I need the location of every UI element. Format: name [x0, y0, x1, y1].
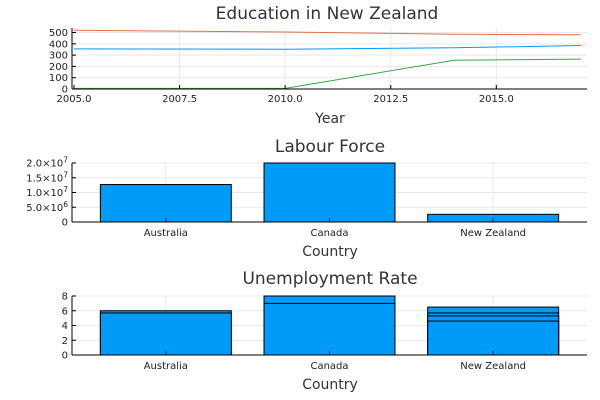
- y-tick-label: 1.0×107: [26, 185, 68, 199]
- labour-force-chart-title: Labour Force: [275, 137, 385, 157]
- y-tick-label: 8: [62, 292, 68, 303]
- y-tick-label: 6: [62, 306, 68, 317]
- y-tick-label: 0: [62, 351, 68, 362]
- x-tick-label: 2005.0: [57, 94, 92, 105]
- x-tick-label: Australia: [144, 228, 188, 239]
- y-tick-label: 5.0×106: [26, 200, 68, 214]
- labour-force-axes: [71, 162, 587, 223]
- education-chart: Education in New Zealand 2005.0 2007.5 201…: [49, 4, 587, 127]
- y-tick-label: 2: [62, 336, 68, 347]
- unemployment-y-tick-labels: 0 2 4 6 8: [62, 292, 68, 362]
- unemployment-chart: Unemployment Rate Australia Canada New Zea…: [62, 269, 587, 393]
- education-chart-title: Education in New Zealand: [216, 4, 439, 24]
- labour-force-x-axis-label: Country: [302, 244, 358, 260]
- series-line-2: [73, 45, 581, 50]
- x-tick-label: New Zealand: [460, 228, 526, 239]
- y-tick-label: 1.5×107: [26, 170, 68, 184]
- education-x-tick-labels: 2005.0 2007.5 2010.0 2012.5 2015.0: [57, 94, 514, 105]
- bar-australia: [99, 184, 232, 223]
- series-line-1: [73, 29, 581, 36]
- unemployment-x-tick-labels: Australia Canada New Zealand: [144, 361, 526, 372]
- x-tick-label: 2010.0: [268, 94, 303, 105]
- y-tick-label: 0: [62, 85, 68, 96]
- x-tick-label: Canada: [310, 361, 348, 372]
- y-tick-label: 300: [49, 51, 68, 62]
- labour-force-bars: [99, 162, 560, 223]
- bar-new-zealand: [427, 320, 560, 356]
- education-axes: [71, 28, 587, 90]
- x-tick-label: Canada: [310, 228, 348, 239]
- x-tick-label: Australia: [144, 361, 188, 372]
- bar-canada: [263, 302, 396, 356]
- unemployment-x-axis-label: Country: [302, 377, 358, 393]
- y-tick-label: 400: [49, 39, 68, 50]
- y-tick-label: 2.0×107: [26, 156, 68, 170]
- y-tick-label: 200: [49, 62, 68, 73]
- education-series: [73, 29, 581, 89]
- bar-australia: [99, 312, 232, 356]
- education-x-axis-label: Year: [314, 111, 345, 127]
- y-tick-label: 0: [62, 218, 68, 229]
- unemployment-bars: [99, 295, 560, 356]
- x-tick-label: New Zealand: [460, 361, 526, 372]
- bar-canada: [263, 162, 396, 223]
- x-tick-label: 2015.0: [479, 94, 514, 105]
- education-gridlines: [72, 28, 587, 90]
- series-line-3: [74, 58, 581, 89]
- x-tick-label: 2007.5: [162, 94, 197, 105]
- x-tick-label: 2012.5: [373, 94, 408, 105]
- unemployment-axes: [71, 295, 587, 356]
- y-tick-label: 100: [49, 73, 68, 84]
- y-tick-label: 500: [49, 28, 68, 39]
- unemployment-chart-title: Unemployment Rate: [242, 269, 417, 289]
- labour-force-x-tick-labels: Australia Canada New Zealand: [144, 228, 526, 239]
- y-tick-label: 4: [62, 321, 68, 332]
- labour-force-chart: Labour Force Australia Canada New Zealand …: [26, 137, 587, 260]
